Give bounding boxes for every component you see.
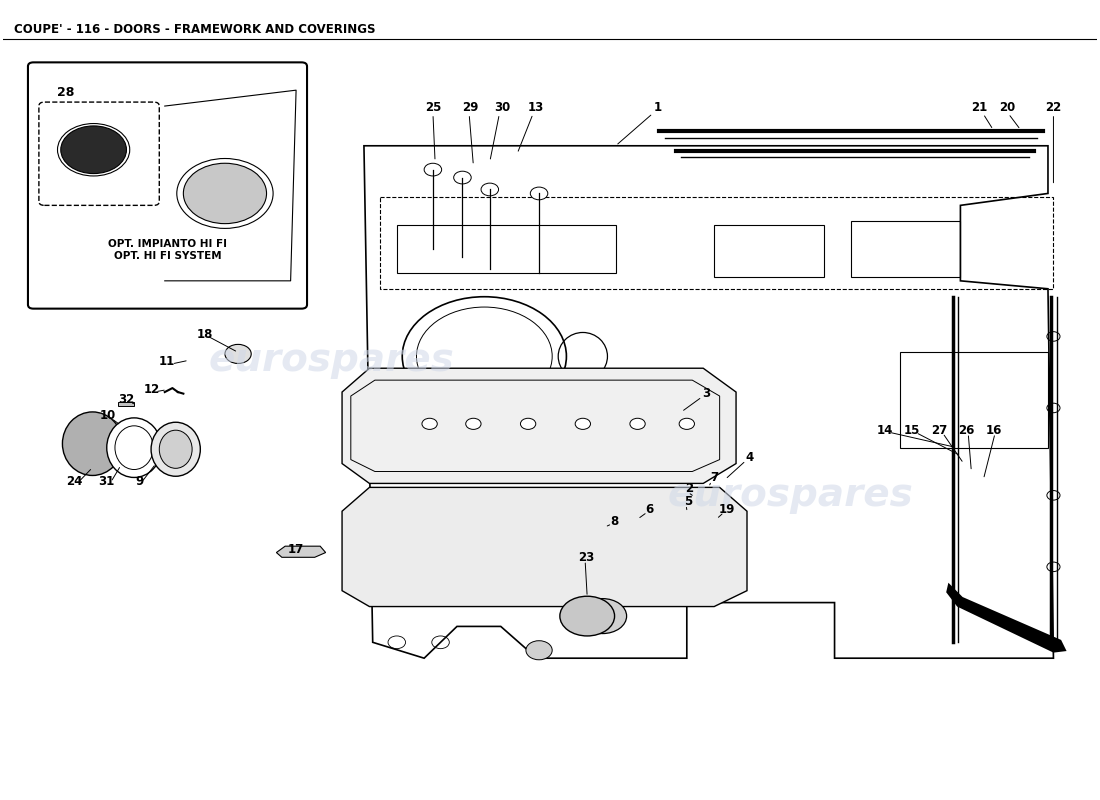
Text: 4: 4 <box>745 450 754 464</box>
Text: 29: 29 <box>462 101 478 114</box>
Text: 7: 7 <box>711 471 718 484</box>
Text: 2: 2 <box>685 482 693 495</box>
Ellipse shape <box>63 412 122 475</box>
Text: 12: 12 <box>143 383 160 396</box>
Text: OPT. IMPIANTO HI FI
OPT. HI FI SYSTEM: OPT. IMPIANTO HI FI OPT. HI FI SYSTEM <box>108 239 227 261</box>
Text: 28: 28 <box>57 86 75 99</box>
Polygon shape <box>342 368 736 483</box>
Text: 3: 3 <box>703 387 711 400</box>
Text: 30: 30 <box>494 101 510 114</box>
Text: 27: 27 <box>932 424 948 437</box>
Circle shape <box>530 187 548 200</box>
Circle shape <box>224 344 251 363</box>
FancyBboxPatch shape <box>39 102 160 206</box>
Text: 23: 23 <box>578 550 594 564</box>
Ellipse shape <box>160 430 192 468</box>
Circle shape <box>575 418 591 430</box>
FancyBboxPatch shape <box>28 62 307 309</box>
Circle shape <box>453 171 471 184</box>
Circle shape <box>579 598 627 634</box>
Polygon shape <box>342 487 747 606</box>
Text: 17: 17 <box>288 543 305 556</box>
Circle shape <box>481 183 498 196</box>
Text: 16: 16 <box>987 424 1002 437</box>
Text: 32: 32 <box>119 394 134 406</box>
Text: 15: 15 <box>904 424 921 437</box>
Text: 21: 21 <box>971 101 987 114</box>
Text: 26: 26 <box>958 424 975 437</box>
Text: 20: 20 <box>1000 101 1015 114</box>
Polygon shape <box>946 582 1067 653</box>
Text: 18: 18 <box>197 327 213 341</box>
Text: 31: 31 <box>99 475 114 488</box>
Text: 5: 5 <box>684 495 692 508</box>
Circle shape <box>422 418 438 430</box>
Text: COUPE' - 116 - DOORS - FRAMEWORK AND COVERINGS: COUPE' - 116 - DOORS - FRAMEWORK AND COV… <box>13 22 375 36</box>
Text: 28: 28 <box>39 181 55 194</box>
Polygon shape <box>118 402 134 406</box>
Text: 24: 24 <box>66 475 82 488</box>
Circle shape <box>630 418 646 430</box>
Text: 1: 1 <box>653 101 661 114</box>
Text: 19: 19 <box>719 503 736 516</box>
Text: eurospares: eurospares <box>668 476 914 514</box>
Circle shape <box>60 126 126 174</box>
Ellipse shape <box>151 422 200 476</box>
Text: 13: 13 <box>528 101 543 114</box>
Circle shape <box>184 163 266 224</box>
Text: 25: 25 <box>425 101 441 114</box>
Circle shape <box>679 418 694 430</box>
Text: 8: 8 <box>610 515 618 528</box>
Text: eurospares: eurospares <box>208 342 454 379</box>
Text: 14: 14 <box>877 424 893 437</box>
Text: 10: 10 <box>100 410 116 422</box>
Ellipse shape <box>107 418 162 478</box>
Polygon shape <box>276 546 326 558</box>
Text: 9: 9 <box>135 475 144 488</box>
Circle shape <box>560 596 615 636</box>
Text: 22: 22 <box>1045 101 1062 114</box>
Circle shape <box>465 418 481 430</box>
Text: 11: 11 <box>158 355 175 368</box>
Circle shape <box>425 163 441 176</box>
Text: 6: 6 <box>646 503 653 516</box>
Circle shape <box>526 641 552 660</box>
Circle shape <box>520 418 536 430</box>
